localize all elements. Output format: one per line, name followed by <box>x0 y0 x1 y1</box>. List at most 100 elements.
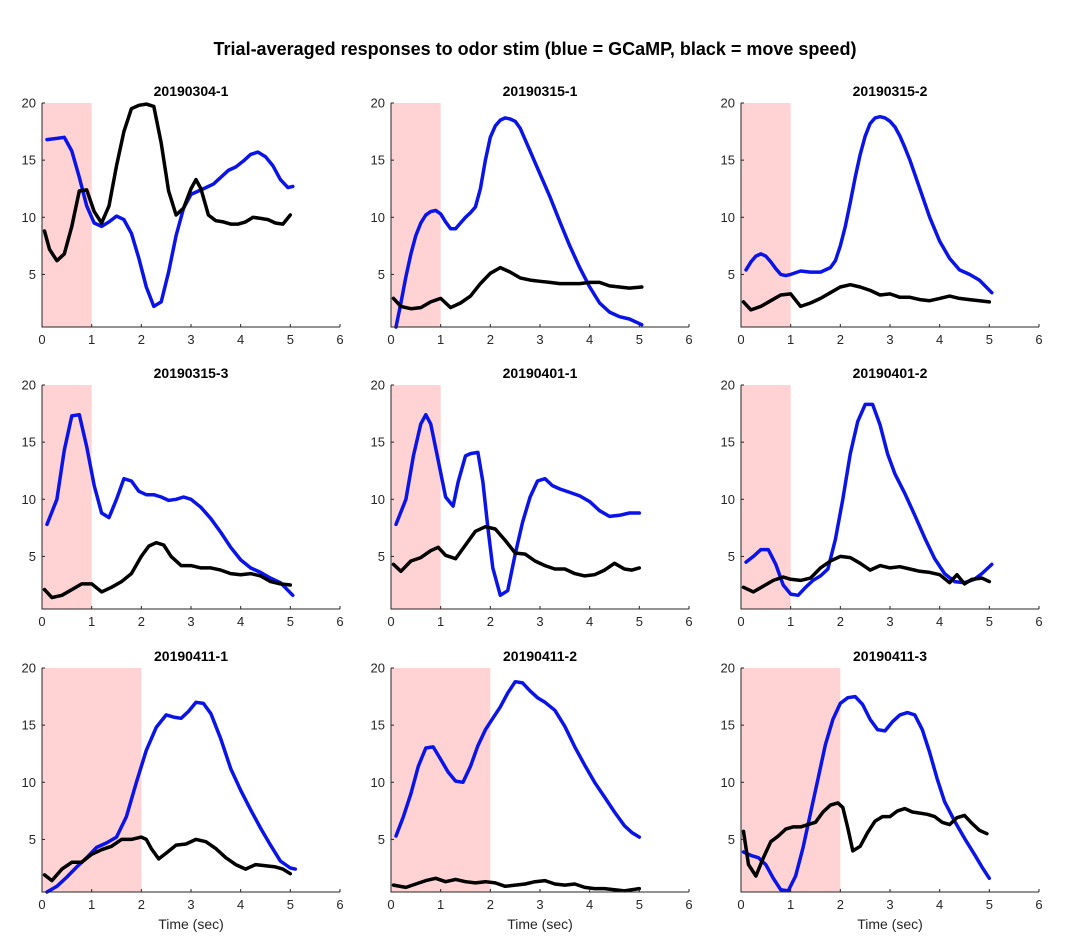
speed-trace <box>391 524 642 578</box>
x-tick-label: 2 <box>837 897 844 912</box>
y-tick-label: 5 <box>728 267 735 282</box>
x-tick-label: 1 <box>88 897 95 912</box>
subplot-1: 0 1 2 3 4 5 6 5 10 15 20 20190304-1 <box>22 83 344 347</box>
x-tick-label: 5 <box>986 614 993 629</box>
y-tick-label: 10 <box>371 492 385 507</box>
gcamp-trace <box>394 412 642 598</box>
x-tick-label: 2 <box>487 614 494 629</box>
y-tick-label: 20 <box>371 661 385 676</box>
subplot-6: 0 1 2 3 4 5 6 5 10 15 20 20190401-2 <box>721 365 1043 629</box>
y-tick-label: 15 <box>22 718 36 733</box>
stimulus-window <box>42 385 92 609</box>
subplot-2: 0 1 2 3 4 5 6 5 10 15 20 20190315-1 <box>371 83 693 347</box>
x-tick-label: 1 <box>88 332 95 347</box>
x-tick-label: 5 <box>986 332 993 347</box>
y-tick-label: 10 <box>371 210 385 225</box>
x-tick-label: 6 <box>336 614 343 629</box>
y-tick-label: 5 <box>29 267 36 282</box>
x-tick-label: 3 <box>536 332 543 347</box>
subplot-5: 0 1 2 3 4 5 6 5 10 15 20 20190401-1 <box>371 365 693 629</box>
stimulus-window <box>391 385 441 609</box>
y-tick-label: 20 <box>721 378 735 393</box>
x-tick-label: 4 <box>936 614 943 629</box>
x-tick-label: 6 <box>685 614 692 629</box>
x-tick-label: 5 <box>287 332 294 347</box>
y-tick-label: 5 <box>378 267 385 282</box>
x-tick-label: 0 <box>38 332 45 347</box>
x-tick-label: 4 <box>237 614 244 629</box>
subplot-title: 20190315-1 <box>503 83 578 99</box>
gcamp-trace <box>744 402 994 598</box>
y-tick-label: 15 <box>371 718 385 733</box>
x-axis-label: Time (sec) <box>857 916 923 932</box>
speed-trace <box>741 282 992 312</box>
x-tick-label: 5 <box>636 332 643 347</box>
speed-trace <box>391 876 642 893</box>
x-tick-label: 5 <box>287 614 294 629</box>
y-tick-label: 5 <box>728 549 735 564</box>
y-tick-label: 5 <box>378 832 385 847</box>
x-tick-label: 6 <box>336 332 343 347</box>
speed-trace <box>42 540 293 600</box>
x-tick-label: 0 <box>387 614 394 629</box>
x-tick-label: 0 <box>737 897 744 912</box>
x-tick-label: 2 <box>138 332 145 347</box>
x-tick-label: 3 <box>187 897 194 912</box>
stimulus-window <box>391 668 491 892</box>
figure-title: Trial-averaged responses to odor stim (b… <box>214 39 857 59</box>
y-tick-label: 20 <box>721 96 735 111</box>
x-tick-label: 3 <box>886 614 893 629</box>
x-tick-label: 6 <box>685 897 692 912</box>
x-tick-label: 3 <box>536 897 543 912</box>
speed-trace <box>741 801 989 878</box>
x-tick-label: 6 <box>1035 897 1042 912</box>
speed-trace <box>42 835 293 883</box>
gcamp-trace <box>45 412 295 598</box>
x-tick-label: 1 <box>787 332 794 347</box>
subplot-3: 0 1 2 3 4 5 6 5 10 15 20 20190315-2 <box>721 83 1043 347</box>
x-tick-label: 2 <box>487 332 494 347</box>
x-tick-label: 4 <box>936 897 943 912</box>
x-tick-label: 4 <box>936 332 943 347</box>
gcamp-trace <box>394 116 644 329</box>
x-tick-label: 4 <box>586 614 593 629</box>
y-tick-label: 10 <box>22 210 36 225</box>
x-tick-label: 0 <box>38 897 45 912</box>
stimulus-window <box>391 103 441 327</box>
subplot-title: 20190315-2 <box>853 83 928 99</box>
x-tick-label: 2 <box>837 614 844 629</box>
gcamp-trace <box>741 694 992 893</box>
y-tick-label: 5 <box>378 549 385 564</box>
x-tick-label: 5 <box>636 614 643 629</box>
y-tick-label: 20 <box>22 661 36 676</box>
x-tick-label: 1 <box>88 614 95 629</box>
x-tick-label: 6 <box>1035 614 1042 629</box>
x-tick-label: 1 <box>787 897 794 912</box>
subplot-title: 20190411-3 <box>853 648 927 664</box>
speed-trace <box>42 102 293 263</box>
x-tick-label: 3 <box>886 897 893 912</box>
y-tick-label: 15 <box>22 153 36 168</box>
y-tick-label: 20 <box>22 378 36 393</box>
x-tick-label: 3 <box>886 332 893 347</box>
x-tick-label: 6 <box>336 897 343 912</box>
y-tick-label: 5 <box>728 832 735 847</box>
y-tick-label: 15 <box>22 435 36 450</box>
subplot-7: 0 1 2 3 4 5 6 5 10 15 20 20190411-1 Time (sec) <box>22 648 344 932</box>
subplot-title: 20190315-3 <box>154 365 229 381</box>
y-tick-label: 10 <box>721 492 735 507</box>
x-tick-label: 2 <box>837 332 844 347</box>
x-tick-label: 0 <box>387 897 394 912</box>
y-tick-label: 20 <box>371 378 385 393</box>
x-axis-label: Time (sec) <box>507 916 573 932</box>
x-tick-label: 3 <box>187 614 194 629</box>
subplot-title: 20190411-2 <box>503 648 577 664</box>
x-tick-label: 4 <box>586 332 593 347</box>
x-tick-label: 6 <box>685 332 692 347</box>
subplot-4: 0 1 2 3 4 5 6 5 10 15 20 20190315-3 <box>22 365 344 629</box>
x-tick-label: 0 <box>737 614 744 629</box>
x-tick-label: 5 <box>287 897 294 912</box>
y-tick-label: 10 <box>721 210 735 225</box>
x-axis-label: Time (sec) <box>158 916 224 932</box>
